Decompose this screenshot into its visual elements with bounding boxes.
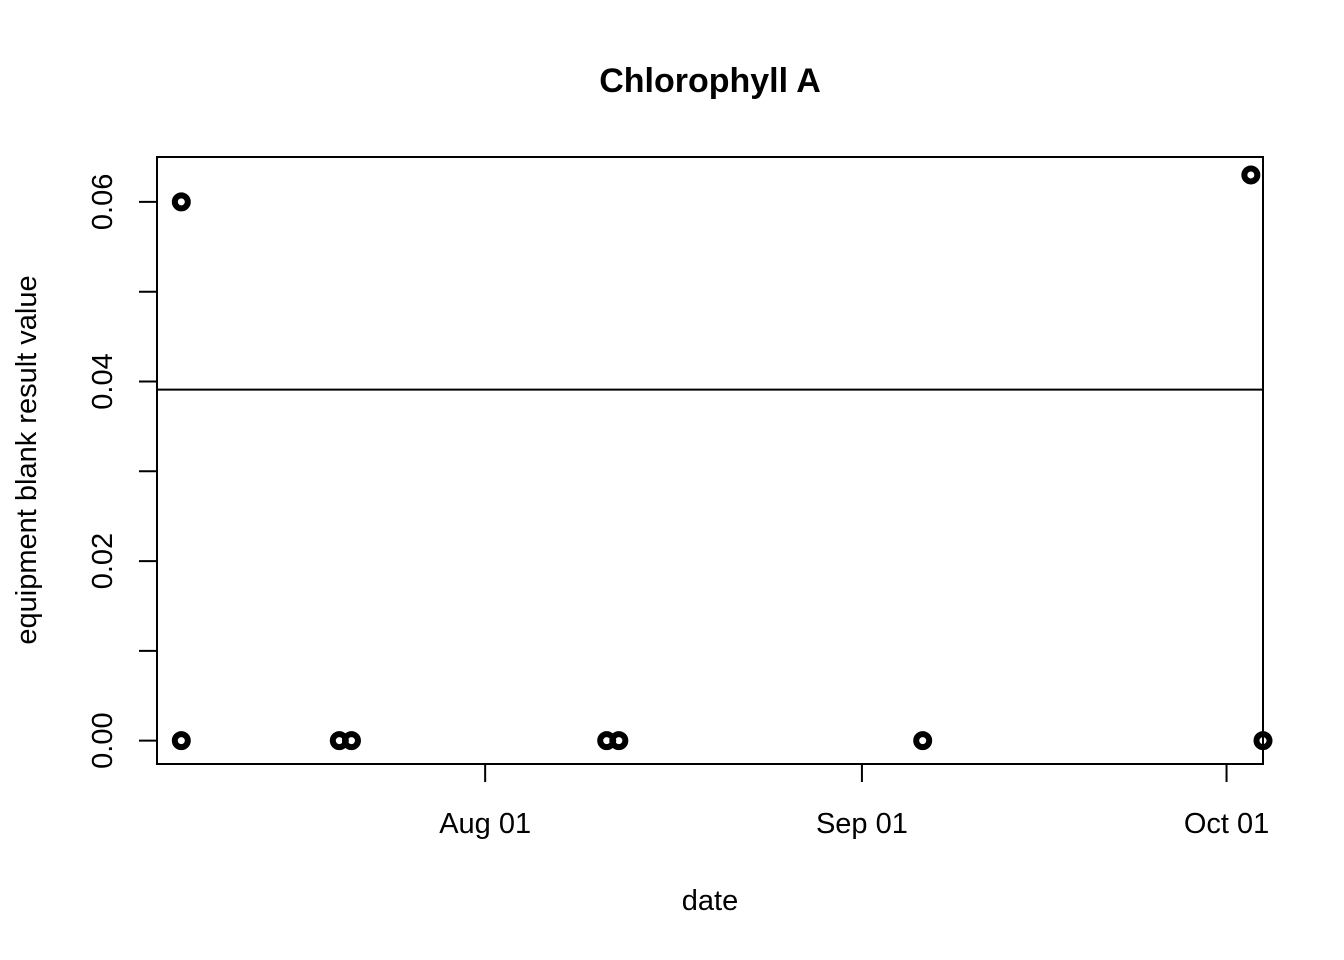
plot-frame	[156, 156, 1264, 765]
y-axis: 0.00 0.02 0.04 0.06	[87, 174, 157, 769]
y-axis-label: equipment blank result value	[11, 275, 43, 644]
points-layer	[171, 165, 1273, 751]
y-tick-label: 0.02	[87, 533, 119, 589]
x-axis: Aug 01 Sep 01 Oct 01	[439, 764, 1269, 840]
data-point	[1253, 731, 1273, 751]
data-point	[171, 731, 191, 751]
data-point	[171, 192, 191, 212]
x-tick-label: Oct 01	[1184, 808, 1269, 840]
x-tick-label: Sep 01	[816, 808, 908, 840]
data-point	[609, 731, 629, 751]
x-axis-label: date	[682, 885, 738, 917]
x-tick-label: Aug 01	[439, 808, 531, 840]
chart-title: Chlorophyll A	[599, 62, 821, 100]
y-tick-label: 0.00	[87, 712, 119, 768]
data-point	[913, 731, 933, 751]
y-tick-label: 0.04	[87, 353, 119, 409]
data-point	[341, 731, 361, 751]
y-tick-label: 0.06	[87, 174, 119, 230]
data-point	[1241, 165, 1261, 185]
